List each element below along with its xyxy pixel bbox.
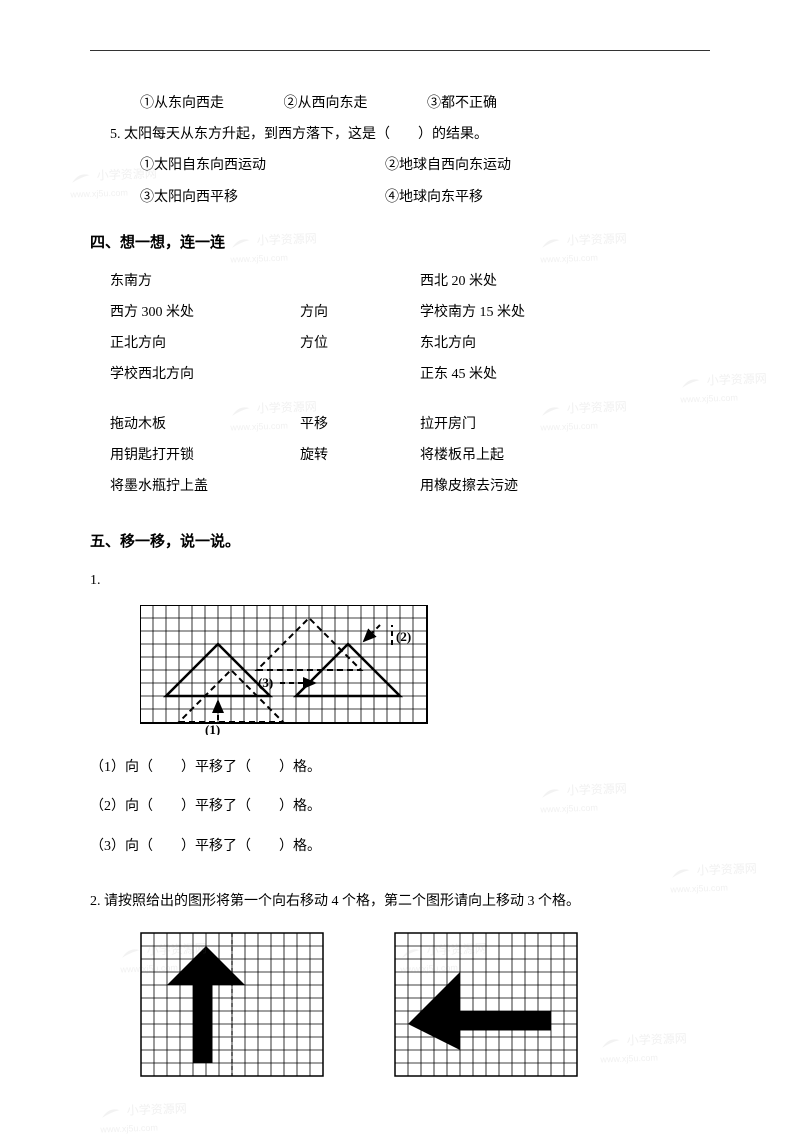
option-text: ①太阳自东向西运动 xyxy=(140,153,385,178)
sec4-group2: 拖动木板平移拉开房门用钥匙打开锁旋转将楼板吊上起将墨水瓶拧上盖用橡皮擦去污迹 xyxy=(90,412,710,500)
fig-label-1: (1) xyxy=(205,722,220,735)
grid-shape-b xyxy=(394,932,578,1077)
match-cell xyxy=(300,362,420,387)
match-cell: 用橡皮擦去污迹 xyxy=(420,474,620,499)
match-cell: 学校西北方向 xyxy=(90,362,300,387)
q5-1-number: 1. xyxy=(90,568,710,593)
sec4-group1: 东南方西北 20 米处西方 300 米处方向学校南方 15 米处正北方向方位东北… xyxy=(90,269,710,388)
match-cell: 用钥匙打开锁 xyxy=(90,443,300,468)
match-cell: 正东 45 米处 xyxy=(420,362,620,387)
q5-2-stem: 2. 请按照给出的图形将第一个向右移动 4 个格，第二个图形请向上移动 3 个格… xyxy=(90,889,710,914)
q5-stem: 5. 太阳每天从东方升起，到西方落下，这是（ ）的结果。 xyxy=(90,122,710,147)
section-5-title: 五、移一移，说一说。 xyxy=(90,529,710,556)
option-text: ④地球向东平移 xyxy=(385,185,483,210)
match-row: 学校西北方向 正东 45 米处 xyxy=(90,362,710,387)
match-cell: 方向 xyxy=(300,300,420,325)
match-row: 用钥匙打开锁旋转将楼板吊上起 xyxy=(90,443,710,468)
fig-label-3: (3) xyxy=(258,675,273,690)
section-4-title: 四、想一想，连一连 xyxy=(90,230,710,257)
match-cell: 拖动木板 xyxy=(90,412,300,437)
q5-row1: ①太阳自东向西运动 ②地球自西向东运动 xyxy=(90,153,710,178)
figure-2-container xyxy=(90,932,710,1077)
match-row: 正北方向方位东北方向 xyxy=(90,331,710,356)
match-cell: 东南方 xyxy=(90,269,300,294)
prev-q-options: ①从东向西走 ②从西向东走 ③都不正确 xyxy=(90,91,710,116)
match-cell: 东北方向 xyxy=(420,331,620,356)
option-text: ②地球自西向东运动 xyxy=(385,153,511,178)
match-row: 将墨水瓶拧上盖 用橡皮擦去污迹 xyxy=(90,474,710,499)
match-cell xyxy=(300,269,420,294)
match-row: 拖动木板平移拉开房门 xyxy=(90,412,710,437)
triangle-grid-figure: (1) (2) (3) xyxy=(140,605,430,735)
fig-label-2: (2) xyxy=(396,629,411,644)
match-cell: 西方 300 米处 xyxy=(90,300,300,325)
match-row: 西方 300 米处方向学校南方 15 米处 xyxy=(90,300,710,325)
q5-1-sub2: （2）向（ ）平移了（ ）格。 xyxy=(90,794,710,819)
q-number: 1. xyxy=(90,573,101,588)
option-text: ①从东向西走 xyxy=(140,91,280,116)
q5-row2: ③太阳向西平移 ④地球向东平移 xyxy=(90,185,710,210)
header-rule xyxy=(90,50,710,51)
option-text: ③都不正确 xyxy=(427,96,497,111)
match-cell: 将墨水瓶拧上盖 xyxy=(90,474,300,499)
match-cell: 拉开房门 xyxy=(420,412,620,437)
match-cell: 平移 xyxy=(300,412,420,437)
match-cell: 正北方向 xyxy=(90,331,300,356)
match-cell: 西北 20 米处 xyxy=(420,269,620,294)
q5-1-sub3: （3）向（ ）平移了（ ）格。 xyxy=(90,834,710,859)
match-cell: 旋转 xyxy=(300,443,420,468)
match-row: 东南方 西北 20 米处 xyxy=(90,269,710,294)
grid-shape-a xyxy=(140,932,324,1077)
q5-1-sub1: （1）向（ ）平移了（ ）格。 xyxy=(90,755,710,780)
option-text: ③太阳向西平移 xyxy=(140,185,385,210)
match-cell: 方位 xyxy=(300,331,420,356)
match-cell: 学校南方 15 米处 xyxy=(420,300,620,325)
figure-1: (1) (2) (3) xyxy=(90,605,710,735)
match-cell xyxy=(300,474,420,499)
match-cell: 将楼板吊上起 xyxy=(420,443,620,468)
option-text: ②从西向东走 xyxy=(284,91,424,116)
